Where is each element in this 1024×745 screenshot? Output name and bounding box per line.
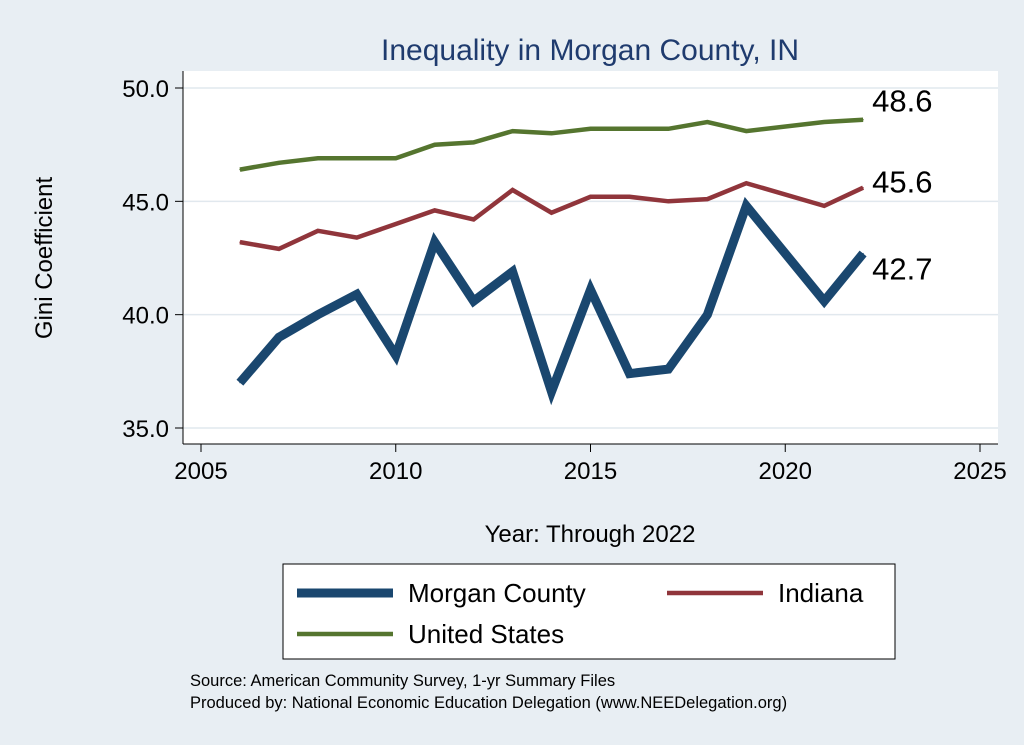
data-point-indiana xyxy=(862,187,864,189)
data-point-united-states xyxy=(395,157,397,159)
data-point-indiana xyxy=(823,205,825,207)
x-tick-label: 2020 xyxy=(759,458,812,485)
data-point-united-states xyxy=(589,128,592,130)
data-point-united-states xyxy=(278,162,280,164)
x-tick-label: 2015 xyxy=(564,458,617,485)
y-tick-label: 35.0 xyxy=(122,416,169,443)
data-point-united-states xyxy=(862,119,864,121)
end-label-morgan-county: 42.7 xyxy=(872,251,932,286)
data-point-united-states xyxy=(706,121,708,123)
data-point-morgan-county xyxy=(434,241,436,243)
data-point-indiana xyxy=(589,196,592,198)
data-point-morgan-county xyxy=(706,314,708,316)
legend: Morgan County Indiana United States xyxy=(282,563,896,660)
data-point-morgan-county xyxy=(395,354,397,357)
data-point-indiana xyxy=(278,248,280,250)
data-point-united-states xyxy=(434,144,436,146)
data-point-indiana xyxy=(395,223,397,225)
axes: 35.0 40.0 45.0 50.0 2005 2010 2015 2020 2025 xyxy=(122,71,1007,485)
data-point-morgan-county xyxy=(550,391,553,393)
data-point-united-states xyxy=(239,169,241,171)
x-tick-label: 2005 xyxy=(174,458,227,485)
series-line-indiana xyxy=(239,180,865,252)
data-point-indiana xyxy=(511,189,514,191)
series-line-morgan-county xyxy=(236,196,867,406)
x-tick-label: 2025 xyxy=(953,458,1006,485)
data-point-united-states xyxy=(511,130,514,132)
data-point-united-states xyxy=(745,130,747,132)
data-point-morgan-county xyxy=(317,314,319,316)
x-tick-label: 2010 xyxy=(369,458,422,485)
data-point-morgan-county xyxy=(239,382,241,384)
data-point-morgan-county xyxy=(745,205,747,207)
data-point-morgan-county xyxy=(589,289,592,291)
y-axis-title: Gini Coefficient xyxy=(31,177,58,340)
data-point-morgan-county xyxy=(628,373,631,375)
legend-label-united-states: United States xyxy=(408,619,564,649)
produced-by-note: Produced by: National Economic Education… xyxy=(190,694,787,712)
chart-title: Inequality in Morgan County, IN xyxy=(381,34,799,67)
y-tick-label: 45.0 xyxy=(122,189,169,216)
data-point-morgan-county xyxy=(511,271,514,273)
data-point-morgan-county xyxy=(862,252,864,255)
data-point-indiana xyxy=(434,209,436,211)
data-point-united-states xyxy=(550,132,553,134)
legend-box xyxy=(282,563,896,660)
y-tick-label: 40.0 xyxy=(122,303,169,330)
data-point-indiana xyxy=(239,241,241,243)
data-point-united-states xyxy=(667,128,670,130)
data-point-morgan-county xyxy=(473,300,475,302)
data-point-morgan-county xyxy=(667,368,670,370)
data-point-indiana xyxy=(356,237,358,239)
end-label-united-states: 48.6 xyxy=(872,84,932,119)
x-axis-title: Year: Through 2022 xyxy=(485,521,696,548)
y-tick-label: 50.0 xyxy=(122,76,169,103)
end-label-indiana: 45.6 xyxy=(872,165,932,200)
data-point-indiana xyxy=(473,218,475,221)
series-line-united-states xyxy=(239,117,864,172)
legend-label-morgan-county: Morgan County xyxy=(408,578,586,608)
data-point-morgan-county xyxy=(356,293,358,295)
data-point-united-states xyxy=(317,157,319,159)
legend-label-indiana: Indiana xyxy=(778,578,864,608)
source-note: Source: American Community Survey, 1-yr … xyxy=(190,672,615,690)
series-layer: 48.6 45.6 42.7 xyxy=(236,84,932,406)
data-point-united-states xyxy=(356,157,358,159)
data-point-indiana xyxy=(667,200,670,202)
data-point-indiana xyxy=(706,198,708,200)
data-point-indiana xyxy=(628,196,631,198)
data-point-indiana xyxy=(550,212,553,214)
data-point-united-states xyxy=(628,128,631,130)
data-point-united-states xyxy=(823,121,825,123)
data-point-morgan-county xyxy=(278,336,280,338)
data-point-indiana xyxy=(745,182,747,184)
data-point-morgan-county xyxy=(823,300,825,302)
data-point-indiana xyxy=(317,230,319,232)
data-point-united-states xyxy=(473,141,475,143)
